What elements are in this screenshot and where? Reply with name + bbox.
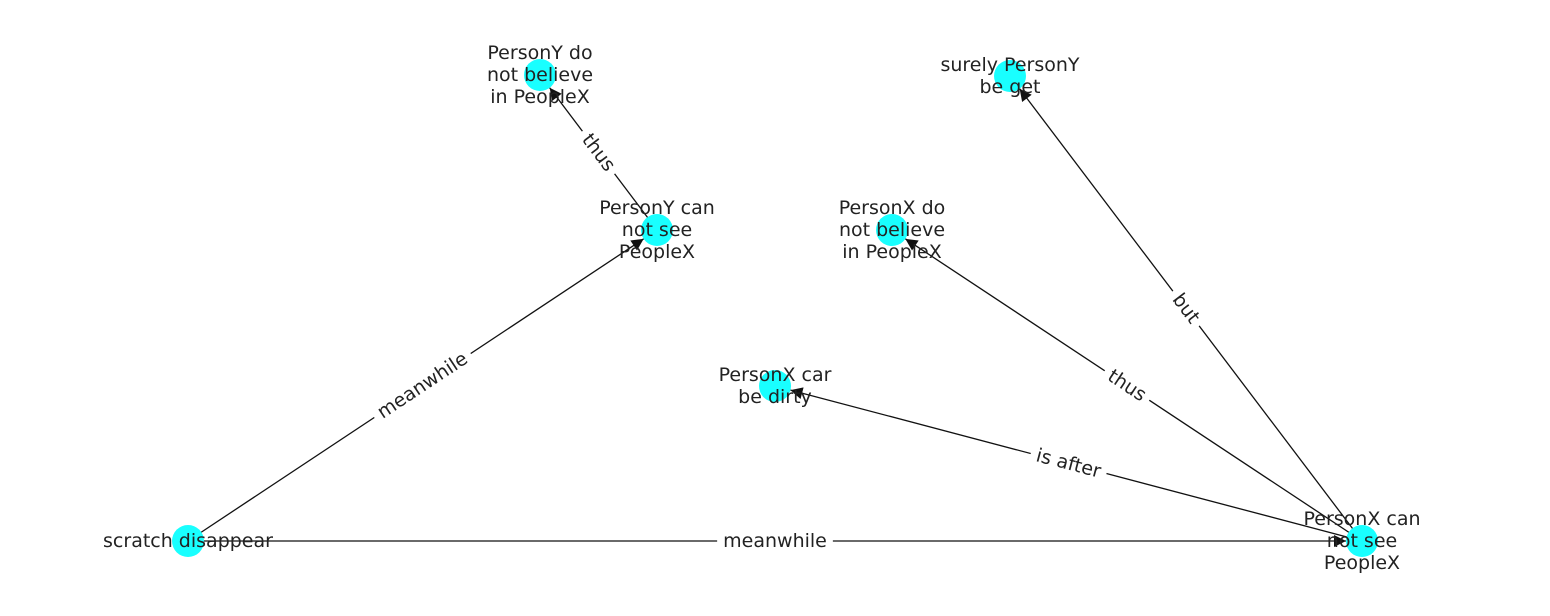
node-n_y_not_believe [524, 59, 556, 91]
node-label-line: not believe [487, 64, 593, 86]
node-label-n_surely_y: surely PersonY be get [940, 54, 1079, 98]
node-label-line: not see [622, 219, 692, 241]
node-label-line: surely PersonY [940, 54, 1079, 76]
node-label-line: PersonY can [599, 197, 715, 219]
edge-label-background [367, 342, 478, 429]
node-label-line: PersonX car [719, 364, 832, 386]
node-label-line: in PeopleX [842, 241, 942, 263]
node-label-line: in PeopleX [490, 86, 590, 108]
node-label-n_y_cannot_see: PersonY can not see PeopleX [599, 197, 715, 263]
node-n_x_cannot_see [1346, 525, 1378, 557]
node-label-n_x_car: PersonX car be dirty [719, 364, 832, 408]
edge-label-group: is after [1027, 440, 1110, 487]
node-n_scratch [172, 525, 204, 557]
node-label-line: be get [980, 76, 1041, 98]
node-n_x_car [759, 370, 791, 402]
edge-label-background [1027, 440, 1110, 487]
node-n_y_cannot_see [641, 214, 673, 246]
node-label-line: PeopleX [1324, 552, 1400, 574]
edge-label-group: meanwhile [717, 528, 833, 554]
edge-label-background [717, 528, 833, 554]
node-label-n_y_not_believe: PersonY do not believe in PeopleX [487, 42, 593, 108]
node-label-line: PeopleX [619, 241, 695, 263]
edge-label-background [1162, 283, 1210, 334]
node-label-line: not see [1327, 530, 1397, 552]
nodes-layer [172, 59, 1378, 557]
edge-label: meanwhile [373, 348, 472, 424]
edge-label: meanwhile [723, 530, 827, 552]
edge-label-group: thus [1097, 359, 1157, 412]
node-n_surely_y [994, 60, 1026, 92]
node-n_x_not_believe [876, 214, 908, 246]
node-label-n_scratch: scratch disappear [103, 530, 273, 552]
edge-label-background [572, 123, 625, 182]
node-label-n_x_not_believe: PersonX do not believe in PeopleX [839, 197, 946, 263]
node-label-line: PersonX can [1303, 508, 1420, 530]
edge-label-background [1097, 359, 1157, 412]
edge-label-group: meanwhile [367, 342, 478, 429]
edge-label-group: but [1162, 283, 1210, 334]
node-label-n_x_cannot_see: PersonX can not see PeopleX [1303, 508, 1420, 574]
node-label-line: scratch disappear [103, 530, 273, 552]
node-label-line: be dirty [738, 386, 812, 408]
node-label-line: not believe [839, 219, 945, 241]
edge-label-group: thus [572, 123, 625, 182]
node-label-line: PersonY do [487, 42, 592, 64]
node-label-line: PersonX do [839, 197, 946, 219]
